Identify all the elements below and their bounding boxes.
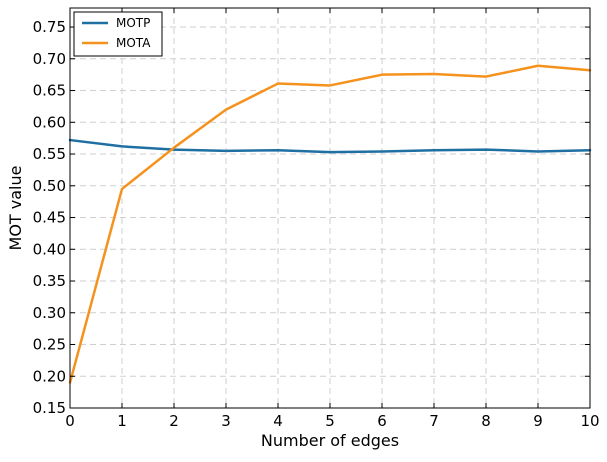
y-tick-label: 0.70 [33,50,66,68]
y-tick-label: 0.15 [33,399,66,417]
y-tick-label: 0.30 [33,304,66,322]
y-tick-label: 0.55 [33,145,66,163]
y-tick-label: 0.60 [33,113,66,131]
x-tick-label: 1 [117,412,127,430]
x-tick-label: 9 [533,412,543,430]
axis-ticks [69,8,591,409]
legend: MOTP MOTA [73,11,163,57]
y-tick-label: 0.25 [33,336,66,354]
grid-lines [69,8,591,409]
x-axis-label: Number of edges [261,431,399,450]
x-tick-label: 0 [65,412,75,430]
y-axis-label: MOT value [6,166,25,251]
y-tick-label: 0.20 [33,367,66,385]
series-line-mota [68,64,592,384]
x-tick-label: 2 [169,412,179,430]
x-tick-label: 4 [273,412,283,430]
y-tick-label: 0.45 [33,209,66,227]
series-lines [68,64,592,384]
y-tick-label: 0.35 [33,272,66,290]
y-tick-label: 0.50 [33,177,66,195]
x-tick-label: 3 [221,412,231,430]
x-tick-label: 7 [429,412,439,430]
series-line-motp [68,138,592,154]
x-tick-label: 10 [580,412,599,430]
x-tick-label: 5 [325,412,335,430]
y-tick-label: 0.40 [33,240,66,258]
y-tick-label: 0.75 [33,18,66,36]
y-axis-tick-labels: 0.15 0.20 0.25 0.30 0.35 0.40 0.45 0.50 0.55 0.60… [33,18,66,417]
x-tick-label: 8 [481,412,491,430]
legend-label-motp: MOTP [116,16,150,30]
legend-box [73,11,163,57]
x-axis-tick-labels: 0 1 2 3 4 5 6 7 8 9 10 [65,412,599,430]
y-tick-label: 0.65 [33,82,66,100]
legend-label-mota: MOTA [116,36,151,50]
x-tick-label: 6 [377,412,387,430]
